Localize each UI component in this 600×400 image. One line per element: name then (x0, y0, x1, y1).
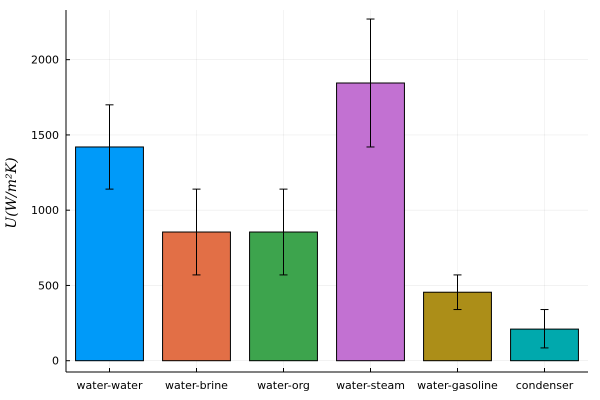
y-tick-labels: 0 500 1000 1500 2000 (31, 54, 59, 368)
y-axis-label: U(W/m²K) (4, 157, 20, 228)
y-tick-label: 500 (38, 279, 59, 292)
y-tick-label: 0 (52, 355, 59, 368)
bars (75, 82, 579, 362)
x-tick-labels: water-water water-brine water-org water-ste… (77, 379, 574, 392)
x-tick-label: water-gasoline (417, 379, 498, 392)
x-tick-label: water-brine (165, 379, 228, 392)
x-tick-label: water-water (77, 379, 143, 392)
x-tick-label: water-steam (336, 379, 405, 392)
y-tick-label: 1500 (31, 129, 59, 142)
x-tick-label: condenser (516, 379, 574, 392)
y-tick-label: 1000 (31, 204, 59, 217)
axes (65, 10, 588, 373)
error-bars (105, 18, 549, 349)
x-tick-label: water-org (257, 379, 310, 392)
grid-lines (66, 10, 588, 372)
y-tick-label: 2000 (31, 54, 59, 67)
